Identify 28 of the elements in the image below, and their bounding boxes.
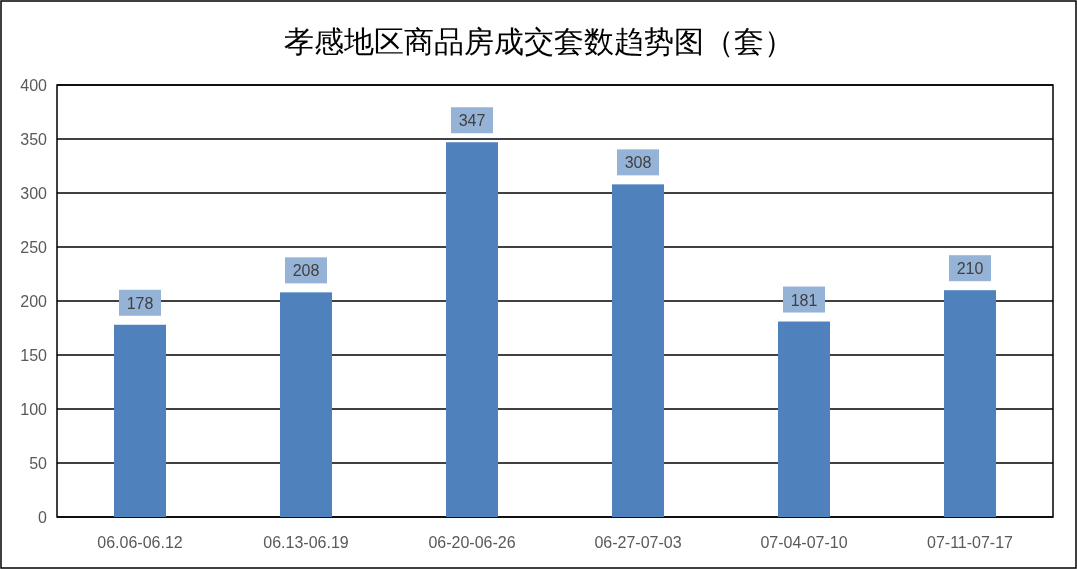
y-tick-label: 250 [20,239,48,256]
bar [778,321,830,517]
y-tick-label: 100 [20,401,48,418]
x-tick-label: 06.06-06.12 [97,534,183,551]
y-tick-label: 350 [20,131,48,148]
y-tick-label: 400 [20,77,48,94]
bar [944,290,996,517]
x-tick-label: 06.13-06.19 [263,534,349,551]
bar [446,142,498,517]
bar [280,292,332,517]
data-label: 178 [126,294,154,312]
y-tick-label: 300 [20,185,48,202]
data-label: 208 [292,262,320,280]
y-tick-label: 150 [20,347,48,364]
x-tick-label: 06-20-06-26 [428,534,516,551]
chart-title: 孝感地区商品房成交套数趋势图（套） [283,25,794,58]
x-tick-label: 07-11-07-17 [927,534,1014,551]
x-tick-label: 06-27-07-03 [594,534,682,551]
bar [114,324,166,517]
data-label: 308 [624,154,652,172]
data-label: 347 [458,112,486,130]
data-label: 181 [790,291,818,309]
x-tick-label: 07-04-07-10 [760,534,848,551]
bar [612,184,664,517]
y-tick-label: 200 [20,293,48,310]
data-label: 210 [956,260,984,278]
y-tick-label: 50 [29,455,48,472]
y-tick-label: 0 [38,509,48,526]
